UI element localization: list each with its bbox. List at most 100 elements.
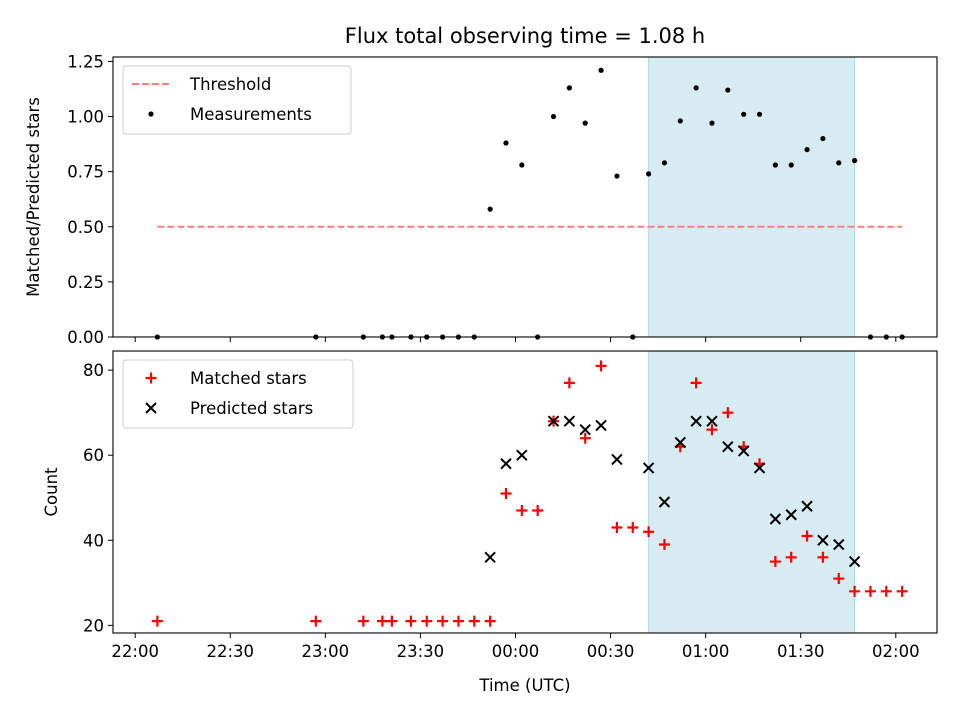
predicted-star-point-4 xyxy=(563,415,576,427)
chart-title: Flux total observing time = 1.08 h xyxy=(345,24,705,48)
legend-predicted-swatch xyxy=(145,402,157,414)
measurement-point-27 xyxy=(756,111,763,117)
legend-measurements-swatch xyxy=(148,111,154,117)
predicted-star-point-16 xyxy=(769,513,782,525)
predicted-star-point-13 xyxy=(722,440,734,453)
predicted-star-point-7 xyxy=(611,453,623,466)
bottom-legend-label-0: Matched stars xyxy=(190,369,307,388)
top-legend: Threshold Measurements xyxy=(122,65,352,135)
measurement-point-20 xyxy=(646,171,652,177)
matched-star-point-35 xyxy=(880,585,892,597)
matched-star-point-19 xyxy=(627,522,639,534)
xtick-label-8: 02:00 xyxy=(872,642,920,661)
matched-star-point-1 xyxy=(310,615,322,627)
bottom-legend-box xyxy=(122,359,354,429)
matched-star-point-7 xyxy=(437,615,449,627)
bottom-legend-label-1: Predicted stars xyxy=(190,399,313,418)
measurement-point-10 xyxy=(487,206,493,212)
top-ylabel: Matched/Predicted stars xyxy=(24,97,43,297)
predicted-star-point-9 xyxy=(658,496,671,508)
top-legend-box xyxy=(122,65,352,135)
predicted-star-point-15 xyxy=(753,462,766,474)
xtick-label-2: 23:00 xyxy=(302,642,350,661)
matched-star-point-33 xyxy=(849,585,861,597)
bottom-panel: 20 40 60 80 22:00 22:30 23:00 23:30 00:00 00:30 01… xyxy=(42,350,938,695)
xtick-label-4: 00:00 xyxy=(492,642,540,661)
matched-star-point-28 xyxy=(769,556,781,568)
predicted-star-point-12 xyxy=(706,415,718,427)
measurement-point-11 xyxy=(503,140,509,146)
matched-star-point-21 xyxy=(658,539,670,551)
measurement-point-33 xyxy=(852,158,858,164)
bottom-shaded-observing-range xyxy=(648,350,856,634)
matched-star-point-32 xyxy=(833,573,845,585)
measurement-point-24 xyxy=(709,120,715,126)
matched-star-point-34 xyxy=(864,585,876,597)
measurement-point-16 xyxy=(582,120,588,126)
matched-star-point-20 xyxy=(643,526,655,538)
measurement-point-21 xyxy=(661,160,668,166)
measurement-point-15 xyxy=(566,85,572,91)
matched-star-point-16 xyxy=(579,432,591,444)
top-legend-label-1: Measurements xyxy=(190,105,312,124)
measurement-point-17 xyxy=(598,67,604,73)
top-ytick-label-3: 0.75 xyxy=(67,163,104,182)
matched-star-point-36 xyxy=(896,585,908,597)
matched-star-point-0 xyxy=(151,615,163,627)
bottom-ytick-label-0: 20 xyxy=(83,616,104,635)
measurement-point-28 xyxy=(772,162,778,168)
predicted-star-point-19 xyxy=(817,534,829,546)
predicted-star-point-10 xyxy=(674,436,686,449)
bottom-ytick-label-2: 60 xyxy=(83,446,104,465)
predicted-star-point-18 xyxy=(801,500,813,512)
matched-star-point-4 xyxy=(386,615,398,627)
measurement-point-18 xyxy=(614,173,620,179)
matched-star-point-8 xyxy=(452,615,464,627)
matched-star-point-30 xyxy=(801,530,813,542)
top-axes-frame xyxy=(112,56,938,338)
measurement-point-32 xyxy=(836,160,842,166)
matched-star-point-6 xyxy=(421,615,433,627)
xtick-label-0: 22:00 xyxy=(111,642,159,661)
matched-star-point-15 xyxy=(563,377,575,389)
predicted-star-point-20 xyxy=(833,538,845,551)
matched-star-point-5 xyxy=(405,615,417,627)
measurement-point-29 xyxy=(788,162,794,168)
predicted-star-point-2 xyxy=(516,449,528,461)
legend-matched-swatch xyxy=(145,372,157,384)
predicted-star-point-1 xyxy=(500,458,512,470)
top-ytick-label-2: 0.50 xyxy=(67,218,104,237)
top-shaded-observing-range xyxy=(648,56,856,338)
measurement-point-22 xyxy=(677,118,683,124)
matched-star-point-9 xyxy=(468,615,480,627)
matched-star-point-2 xyxy=(357,615,369,627)
top-ytick-label-1: 0.25 xyxy=(67,273,104,292)
bottom-series-1 xyxy=(484,415,861,568)
matched-star-point-17 xyxy=(595,360,607,372)
measurement-point-25 xyxy=(725,87,731,93)
matched-star-point-24 xyxy=(706,424,718,436)
top-panel: 0.00 0.25 0.50 0.75 1.00 1.25 Matched/Predicte… xyxy=(24,52,938,347)
top-series-1 xyxy=(154,67,905,340)
xtick-label-6: 01:00 xyxy=(682,642,730,661)
bottom-ytick-label-1: 40 xyxy=(83,531,104,550)
predicted-star-point-0 xyxy=(484,551,496,563)
matched-star-point-13 xyxy=(532,505,544,517)
bottom-ytick-label-3: 80 xyxy=(83,361,104,380)
xtick-label-3: 23:30 xyxy=(397,642,445,661)
predicted-star-point-3 xyxy=(547,415,560,427)
predicted-star-point-14 xyxy=(737,445,750,457)
matched-star-point-23 xyxy=(690,377,702,389)
measurement-point-14 xyxy=(550,113,557,120)
measurement-point-31 xyxy=(820,135,826,142)
measurement-point-23 xyxy=(693,85,699,91)
predicted-star-point-11 xyxy=(690,415,702,427)
measurement-point-12 xyxy=(519,162,525,168)
matched-star-point-12 xyxy=(516,505,528,517)
matched-star-point-29 xyxy=(785,551,797,563)
matched-star-point-25 xyxy=(722,407,734,419)
predicted-star-point-8 xyxy=(642,462,655,474)
bottom-axes-frame xyxy=(112,350,938,634)
top-ytick-label-4: 1.00 xyxy=(67,108,104,127)
